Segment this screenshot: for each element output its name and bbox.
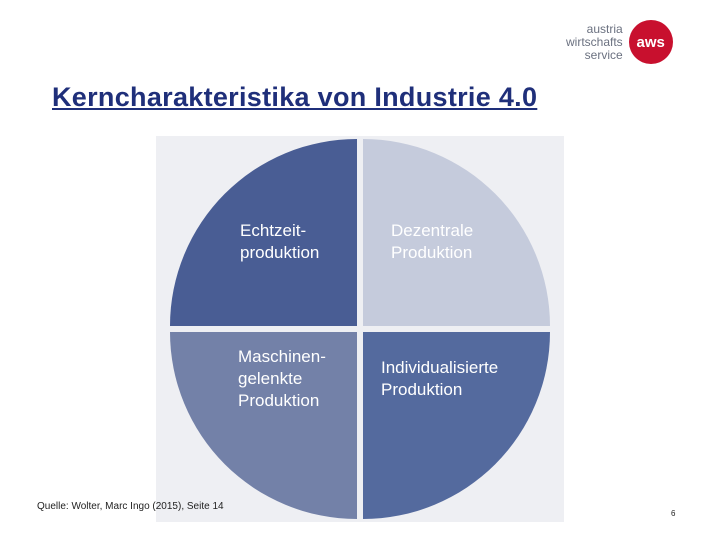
source-citation: Quelle: Wolter, Marc Ingo (2015), Seite … — [37, 501, 224, 512]
label-individualisierte-produktion: Individualisierte Produktion — [381, 358, 499, 399]
quadrant-dezentrale-produktion — [363, 139, 550, 326]
label-maschinengelenkte-produktion: Maschinen- gelenkte Produktion — [238, 347, 326, 410]
logo-line-service: service — [584, 47, 623, 62]
page-number: 6 — [671, 509, 676, 518]
label-dezentrale-produktion: Dezentrale Produktion — [391, 221, 474, 262]
logo-line-wirtschafts: wirtschafts — [566, 34, 623, 49]
quadrant-echtzeitproduktion — [170, 139, 357, 326]
label-echtzeitproduktion: Echtzeit- produktion — [240, 221, 320, 262]
logo-badge: aws — [628, 20, 673, 64]
logo-wordmark: austria wirtschafts service — [566, 21, 623, 62]
aws-logo: austria wirtschafts service aws — [566, 20, 673, 64]
quadrant-individualisierte-produktion — [363, 332, 550, 519]
quadrant-maschinengelenkte-produktion — [170, 332, 357, 519]
logo-line-austria: austria — [586, 21, 623, 36]
page-title: Kerncharakteristika von Industrie 4.0 — [52, 82, 538, 112]
